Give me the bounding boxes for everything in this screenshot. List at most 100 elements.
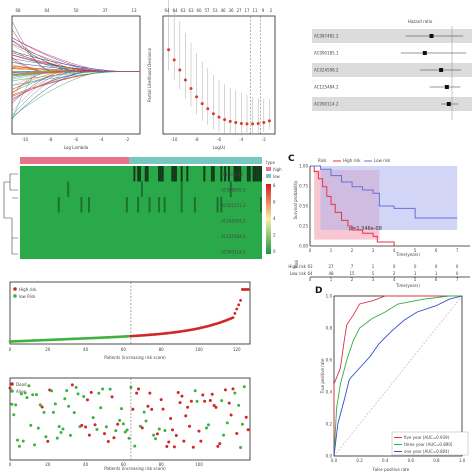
cv-bottom-tick: -4 [239, 137, 243, 142]
top-tick-label: 64 [44, 8, 50, 13]
heat-cell [141, 181, 143, 197]
dead-point [197, 429, 201, 433]
cv-top-tick: 17 [244, 8, 250, 13]
forest-row-bg [312, 97, 472, 111]
risk-row-label: Low risk [290, 271, 307, 276]
dead-point [102, 432, 106, 436]
alive-point [34, 393, 38, 397]
alive-point [97, 391, 101, 395]
forest-row-label: AC125484.2 [314, 85, 339, 90]
risk-row-label: High risk [288, 264, 306, 269]
cv-point [178, 68, 182, 72]
alive-point [82, 394, 86, 398]
legend-dot-dead [10, 382, 14, 386]
coef-path [11, 71, 140, 94]
dead-point [148, 391, 152, 395]
risk-score-panel: High risk low Risk 0 20 40 60 80 100 120 Patie… [8, 281, 251, 360]
risk-count: 0 [456, 271, 459, 276]
cv-top-tick: 63 [180, 8, 186, 13]
cv-point [211, 112, 215, 116]
lasso-coef-panel: 68 64 50 37 13 -10 -8 -6 -4 -2 Log Lambda [11, 8, 141, 150]
roc-legend-box [391, 431, 469, 456]
dead-point [131, 407, 135, 411]
heat-cell [180, 166, 183, 182]
alive-point [193, 389, 197, 393]
roc-ytick: 1.0 [326, 294, 333, 299]
km-legend-title: Risk [318, 158, 327, 163]
group-bar-high [20, 157, 130, 164]
risk-xtick: 60 [121, 347, 127, 352]
alive-point [57, 425, 61, 429]
heatmap-group-bar [20, 157, 262, 164]
alive-point [12, 413, 16, 417]
heat-cell [180, 181, 183, 197]
heat-cell [175, 166, 177, 182]
heat-cell [158, 166, 160, 182]
km-curve-high [310, 165, 395, 246]
alive-point [133, 444, 137, 448]
risk-count: 27 [328, 264, 334, 269]
heatmap-legend-title: type [266, 160, 275, 165]
risk-xtick: 120 [233, 347, 241, 352]
alive-point [240, 422, 244, 426]
heat-cell [212, 166, 215, 182]
dead-point [135, 391, 139, 395]
alive-point [123, 430, 127, 434]
risk-count: 64 [307, 271, 313, 276]
alive-point [44, 435, 48, 439]
alive-point [63, 397, 67, 401]
km-xtick: 0 [309, 248, 312, 253]
roc-ylabel: True positive rate [320, 358, 325, 394]
status-xlabel: Patients (increasing risk score) [104, 466, 166, 471]
alive-point [14, 403, 18, 407]
risk-xtick: 6 [435, 277, 438, 282]
heat-cell [67, 181, 70, 197]
roc-legend-label: five year (AUC=0.939) [404, 435, 450, 440]
legend-alive: Alive [16, 389, 26, 394]
status-frame [9, 377, 251, 461]
km-xtick: 3 [372, 248, 375, 253]
dead-point [186, 405, 190, 409]
alive-point [99, 406, 103, 410]
risk-xtick: 4 [393, 277, 396, 282]
legend-swatch-low [266, 174, 271, 178]
heatmap-scale-ticks: 8 6 4 2 0 [273, 183, 276, 254]
heat-cell [171, 166, 174, 182]
heat-cell [180, 197, 183, 213]
heat-cell [193, 197, 196, 213]
dead-point [182, 439, 186, 443]
heat-cell [148, 197, 151, 213]
dead-point [84, 425, 88, 429]
scale-tick: 8 [273, 183, 276, 188]
dead-point [165, 444, 169, 448]
scale-tick: 0 [273, 249, 276, 254]
cv-bottom-tick: -6 [217, 137, 221, 142]
alive-point [220, 399, 224, 403]
gene-label: LINC01929 [221, 172, 243, 177]
lasso-cv-plot [167, 0, 271, 136]
dead-point [155, 432, 159, 436]
km-legend-high: High risk [343, 158, 361, 163]
roc-ytick: 0.6 [326, 358, 333, 363]
heatmap-legend: type high low 8 6 4 2 0 [266, 160, 282, 254]
alive-point [114, 429, 118, 433]
cv-top-tick: 27 [236, 8, 242, 13]
alive-point [19, 392, 23, 396]
status-legend: Dead Alive [10, 382, 27, 394]
dead-point [46, 439, 50, 443]
dead-point [201, 393, 205, 397]
roc-ytick: 0.0 [326, 454, 333, 459]
alive-point [23, 391, 27, 395]
scale-tick: 4 [273, 216, 276, 221]
heat-cell [224, 166, 227, 182]
risk-count: 63 [307, 264, 313, 269]
risk-xtick: 100 [195, 347, 203, 352]
roc-legend: five year (AUC=0.939) three year (AUC=0.8… [391, 431, 469, 456]
alive-point [55, 436, 59, 440]
km-ytick: 0.25 [299, 224, 308, 229]
dead-point [210, 392, 214, 396]
risk-xtick: 1 [330, 277, 333, 282]
km-ylabel: Survival probability [293, 180, 298, 219]
lasso-coef-xlabel: Log Lambda [64, 145, 89, 150]
